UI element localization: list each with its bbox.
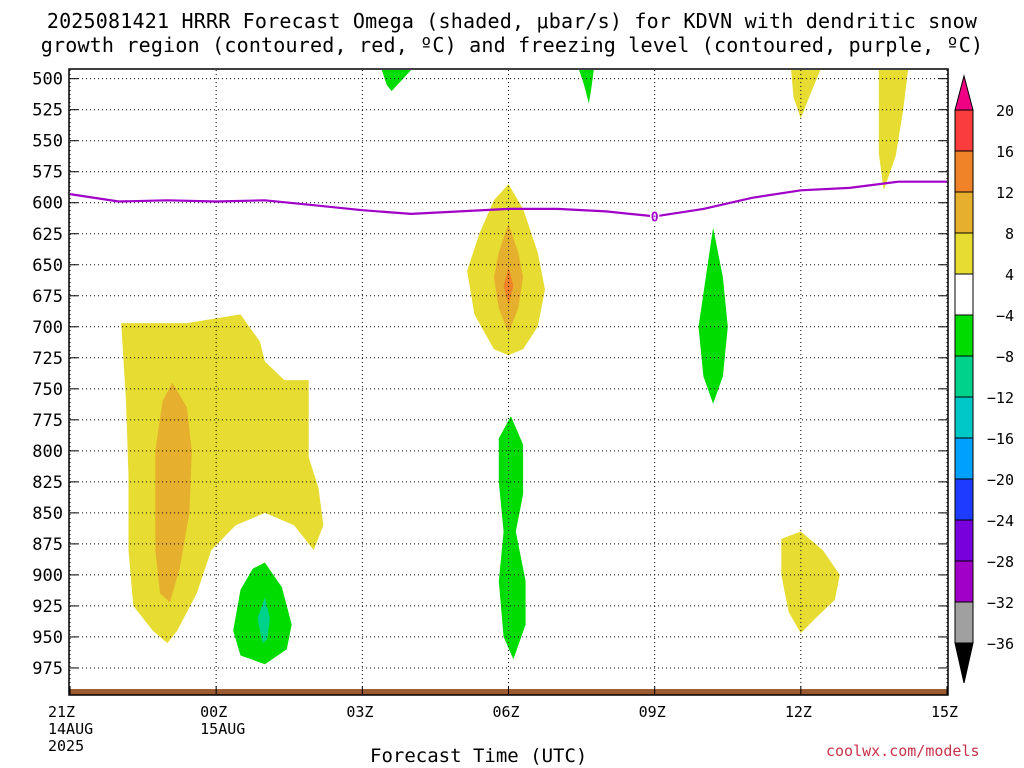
colorbar-label: 16 <box>996 143 1014 161</box>
x-tick-label: 15AUG <box>200 720 245 738</box>
y-tick-label: 700 <box>32 318 63 338</box>
colorbar-label: 20 <box>996 102 1014 120</box>
freezing-level-contour: 0 <box>69 180 947 227</box>
y-tick-label: 875 <box>32 535 63 555</box>
x-tick-label: 03Z <box>346 703 373 721</box>
y-tick-label: 675 <box>32 287 63 307</box>
y-tick-label: 925 <box>32 597 63 617</box>
x-tick-label: 00Z <box>200 703 227 721</box>
x-tick-label: 09Z <box>639 703 666 721</box>
freezing-level-line <box>69 180 947 218</box>
omega-shading <box>70 70 947 695</box>
y-tick-label: 525 <box>32 101 63 121</box>
omega-region-9 <box>579 70 594 104</box>
colorbar-swatch <box>954 560 974 603</box>
omega-region-6 <box>878 70 908 191</box>
x-tick-label: 14AUG <box>48 720 93 738</box>
chart-title-line1: 2025081421 HRRR Forecast Omega (shaded, … <box>46 9 978 33</box>
colorbar-swatch <box>954 314 974 357</box>
colorbar-label: −8 <box>996 348 1014 366</box>
y-tick-label: 800 <box>32 442 63 462</box>
colorbar-label: −4 <box>996 307 1014 325</box>
colorbar-label: −16 <box>987 430 1014 448</box>
x-tick-label: 15Z <box>931 703 958 721</box>
colorbar-label: −28 <box>987 553 1014 571</box>
colorbar-swatch <box>954 191 974 234</box>
chart-title-line2: growth region (contoured, red, ºC) and f… <box>40 33 984 57</box>
y-tick-label: 825 <box>32 473 63 493</box>
colorbar-label: 12 <box>996 184 1014 202</box>
colorbar-swatch <box>954 273 974 316</box>
omega-region-5 <box>791 70 821 119</box>
y-tick-label: 600 <box>32 194 63 214</box>
omega-region-11 <box>498 416 526 660</box>
colorbar-swatch <box>954 437 974 480</box>
freezing-level-label: 0 <box>651 210 659 225</box>
colorbar-label: 4 <box>1005 266 1014 284</box>
colorbar-label: −24 <box>987 512 1014 530</box>
colorbar-label: −20 <box>987 471 1014 489</box>
y-tick-label: 725 <box>32 349 63 369</box>
y-tick-label: 625 <box>32 225 63 245</box>
omega-region-1 <box>155 382 192 603</box>
x-tick-label: 21Z <box>48 703 75 721</box>
plot-frame <box>68 68 949 696</box>
colorbar-swatch <box>954 355 974 398</box>
omega-region-4 <box>503 267 514 305</box>
y-tick-label: 575 <box>32 163 63 183</box>
x-tick-label: 12Z <box>785 703 812 721</box>
omega-region-8 <box>381 70 412 92</box>
y-tick-label: 775 <box>32 411 63 431</box>
colorbar-swatch <box>954 519 974 562</box>
colorbar-swatch <box>954 109 974 152</box>
colorbar-swatch <box>954 478 974 521</box>
colorbar-label: −36 <box>987 635 1014 653</box>
x-tick-label: 06Z <box>493 703 520 721</box>
y-tick-label: 500 <box>32 70 63 90</box>
x-axis-title: Forecast Time (UTC) <box>370 745 588 767</box>
colorbar-label: −12 <box>987 389 1014 407</box>
colorbar-label: 8 <box>1005 225 1014 243</box>
colorbar-swatch <box>954 150 974 193</box>
y-tick-label: 950 <box>32 628 63 648</box>
y-tick-label: 550 <box>32 132 63 152</box>
gridlines <box>69 70 948 694</box>
colorbar-swatch <box>954 396 974 439</box>
colorbar-top-arrow <box>954 74 974 111</box>
y-tick-label: 975 <box>32 659 63 679</box>
x-tick-label: 2025 <box>48 737 84 755</box>
colorbar-swatch <box>954 232 974 275</box>
colorbar-swatch <box>954 601 974 644</box>
y-tick-label: 650 <box>32 256 63 276</box>
omega-region-7 <box>781 531 840 634</box>
colorbar-label: −32 <box>987 594 1014 612</box>
y-tick-label: 850 <box>32 504 63 524</box>
omega-region-13 <box>257 597 270 644</box>
omega-region-0 <box>121 314 324 644</box>
y-tick-label: 750 <box>32 380 63 400</box>
y-tick-label: 900 <box>32 566 63 586</box>
colorbar-bottom-arrow <box>954 642 974 684</box>
y-axis-ticks: 500 525 550 575 600 625 650 675 700 725 750 775 800 8… <box>32 70 947 679</box>
omega-region-10 <box>698 227 728 404</box>
credit-link[interactable]: coolwx.com/models <box>826 742 980 760</box>
colorbar: 20 16 12 8 4 −4 −8 −12 −16 −20 −24 −28 −32 −36 <box>954 74 1014 684</box>
